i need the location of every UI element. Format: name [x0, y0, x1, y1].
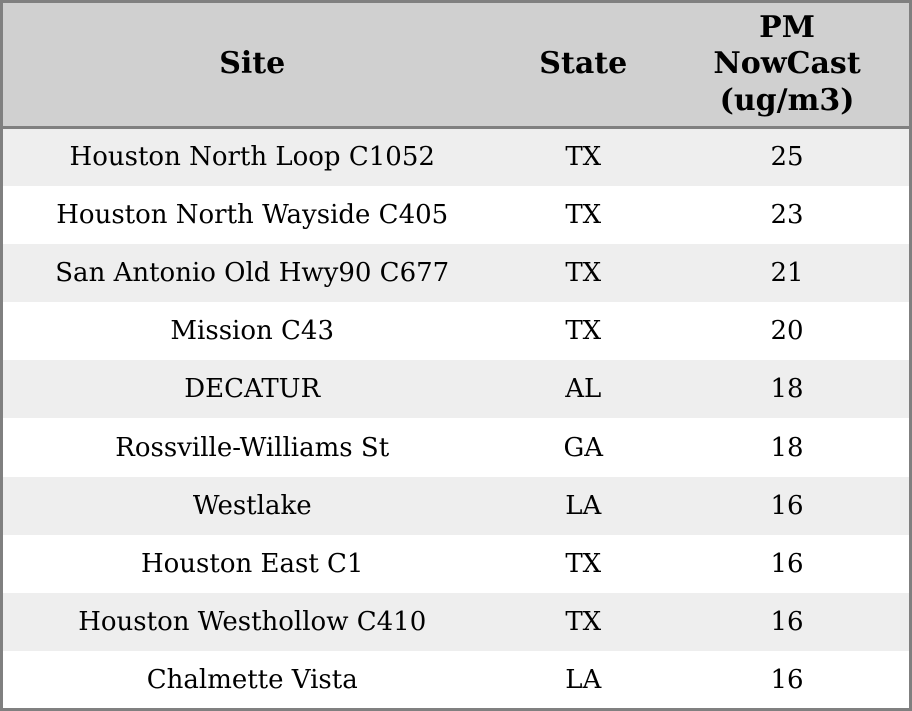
pm-nowcast-cell: 16: [770, 664, 804, 695]
table-row: San Antonio Old Hwy90 C677 TX 21: [1, 243, 911, 303]
pm-nowcast-cell: 25: [770, 142, 804, 173]
state-cell: TX: [565, 607, 602, 638]
table-row: Houston North Loop C1052 TX 25: [1, 127, 911, 186]
table-body: Houston North Loop C1052 TX 25 Houston N…: [1, 127, 911, 710]
site-cell: Houston North Loop C1052: [69, 142, 435, 173]
pm-nowcast-cell: 18: [770, 374, 804, 405]
state-cell: GA: [563, 432, 604, 463]
state-cell: TX: [565, 257, 602, 288]
header-row: Site State PM NowCast (ug/m3): [1, 1, 911, 129]
pm-nowcast-cell: 21: [770, 257, 804, 288]
column-header-pm-nowcast-label: PM NowCast (ug/m3): [713, 9, 861, 118]
site-cell: Chalmette Vista: [146, 664, 358, 695]
pm-nowcast-cell: 16: [770, 490, 804, 521]
column-header-site: Site: [1, 1, 502, 129]
column-header-state: State: [501, 1, 666, 129]
site-cell: Houston East C1: [140, 548, 364, 579]
table-row: Chalmette Vista LA 16: [1, 651, 911, 710]
pm-nowcast-cell: 16: [770, 548, 804, 579]
state-cell: AL: [565, 374, 602, 405]
table-row: Westlake LA 16: [1, 476, 911, 535]
table-row: Houston North Wayside C405 TX 23: [1, 185, 911, 244]
site-cell: Mission C43: [170, 316, 335, 347]
pm-nowcast-cell: 20: [770, 316, 804, 347]
site-cell: Houston Westhollow C410: [78, 607, 427, 638]
table-row: Mission C43 TX 20: [1, 302, 911, 361]
site-cell: Rossville-Williams St: [115, 432, 390, 463]
table-row: DECATUR AL 18: [1, 360, 911, 419]
pm-nowcast-cell: 23: [770, 199, 804, 230]
table-header: Site State PM NowCast (ug/m3): [1, 1, 911, 129]
site-cell: DECATUR: [184, 374, 321, 405]
table-row: Houston East C1 TX 16: [1, 534, 911, 593]
state-cell: TX: [565, 199, 602, 230]
state-cell: LA: [565, 664, 602, 695]
state-cell: TX: [565, 316, 602, 347]
pm-nowcast-cell: 16: [770, 607, 804, 638]
pm-nowcast-cell: 18: [770, 432, 804, 463]
table-row: Rossville-Williams St GA 18: [1, 418, 911, 477]
table-row: Houston Westhollow C410 TX 16: [1, 593, 911, 652]
column-header-pm-nowcast: PM NowCast (ug/m3): [665, 1, 911, 129]
site-cell: San Antonio Old Hwy90 C677: [55, 257, 450, 288]
site-cell: Westlake: [192, 490, 312, 521]
state-cell: TX: [565, 142, 602, 173]
state-cell: LA: [565, 490, 602, 521]
site-cell: Houston North Wayside C405: [56, 199, 449, 230]
state-cell: TX: [565, 548, 602, 579]
